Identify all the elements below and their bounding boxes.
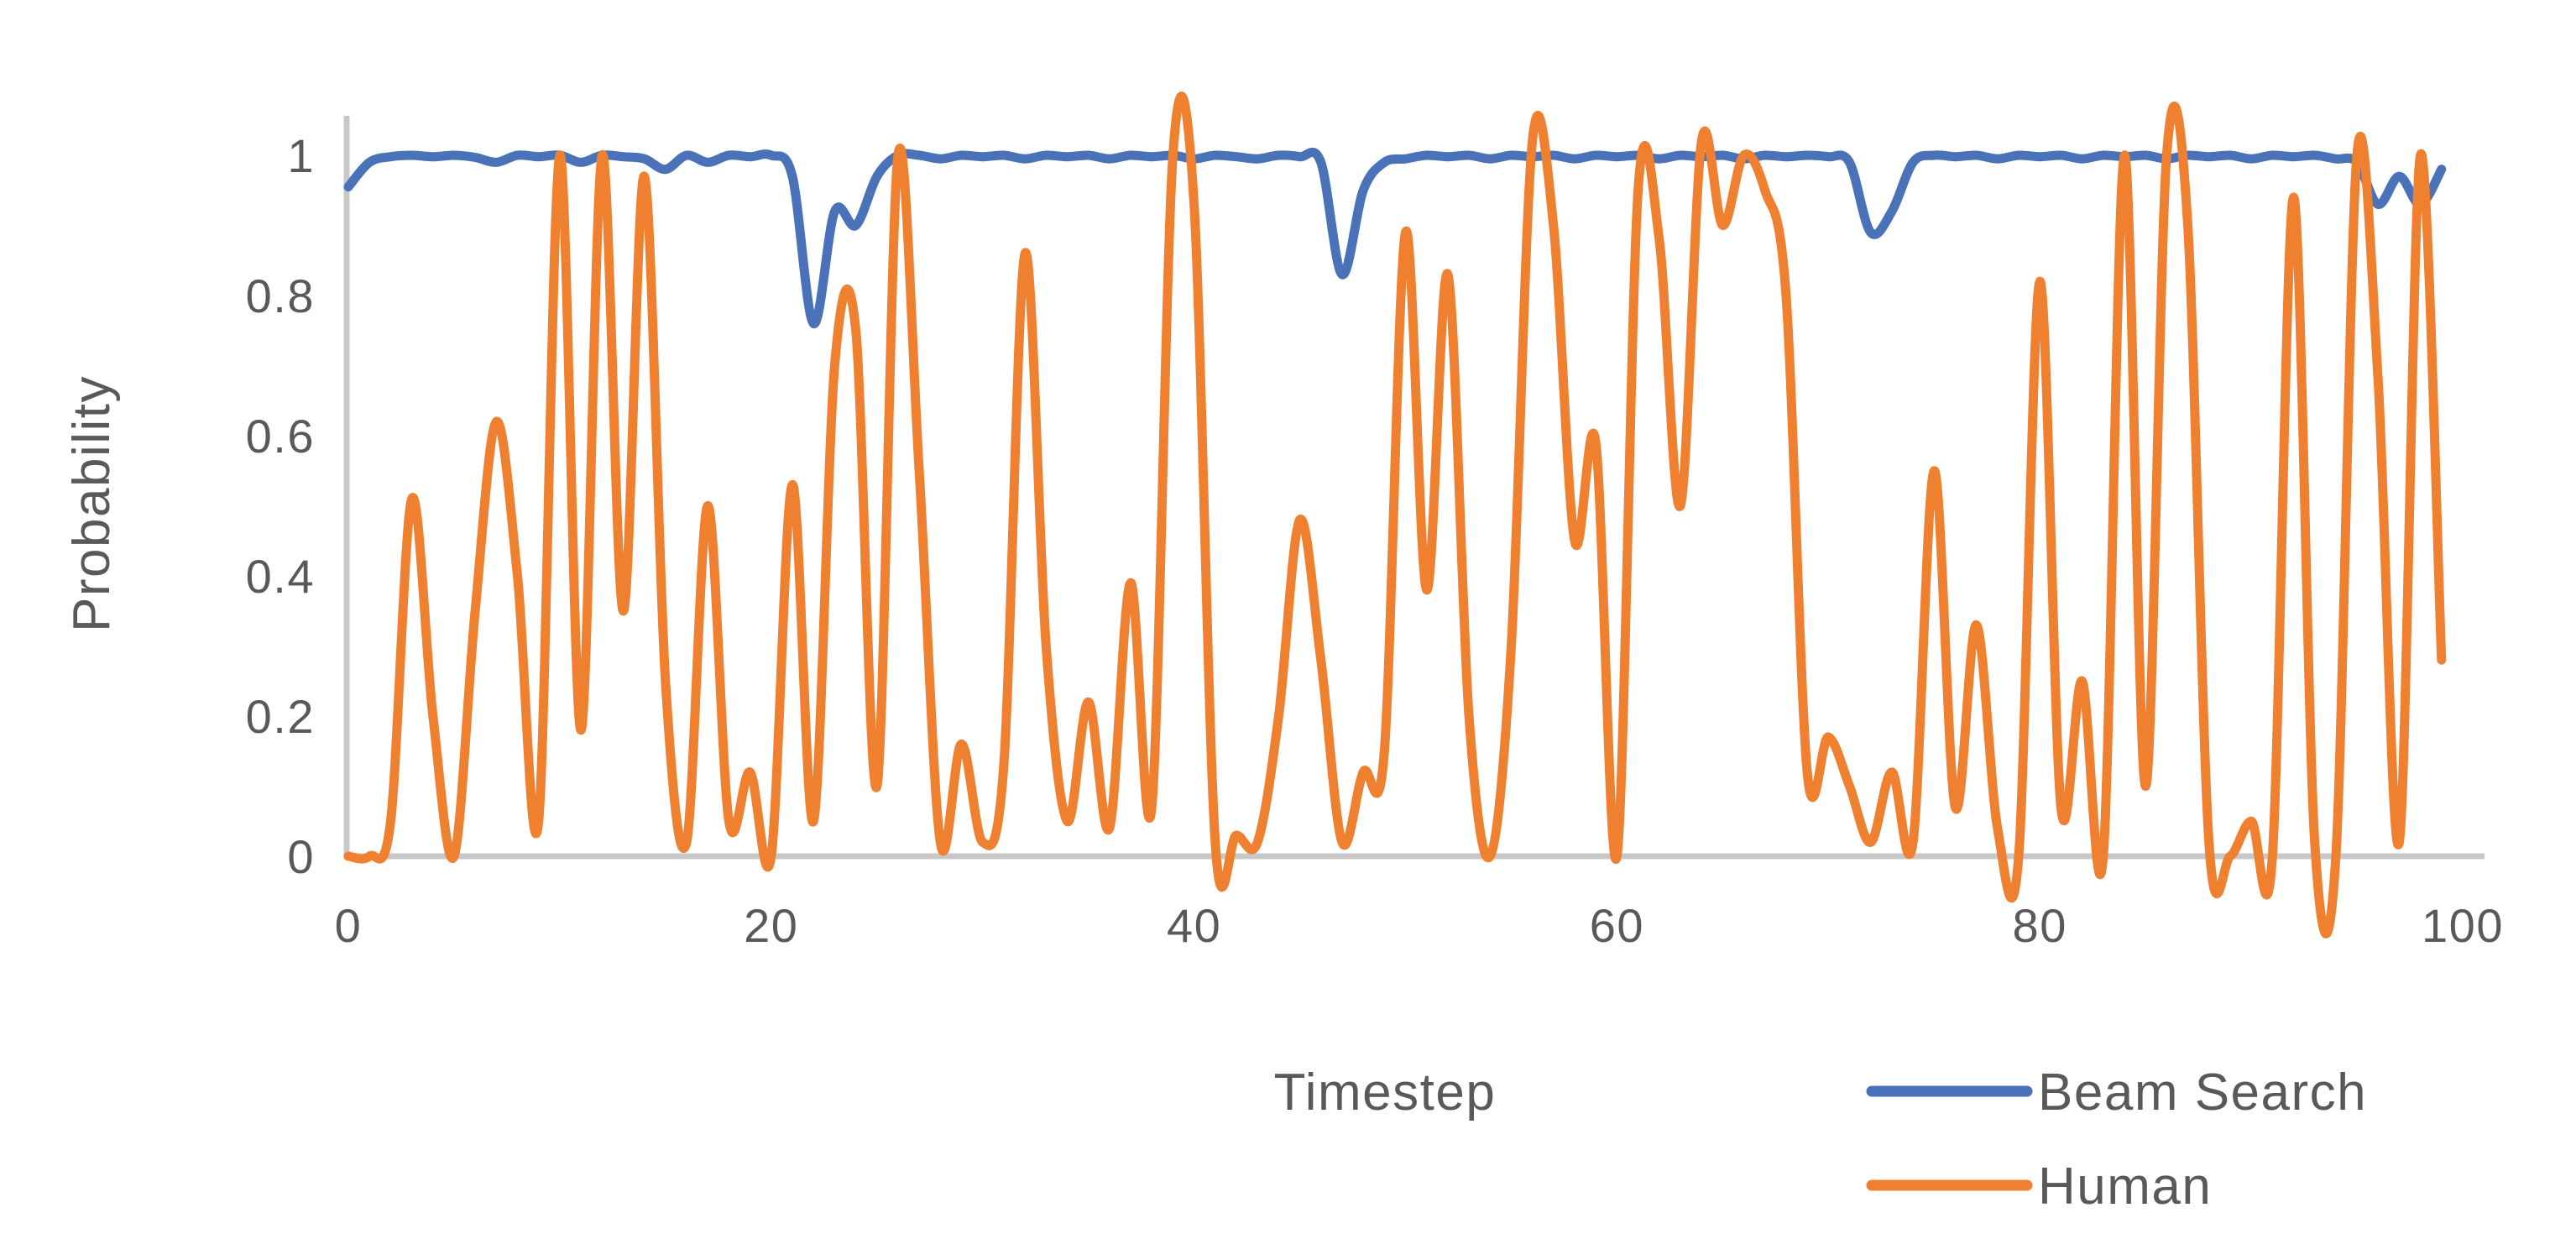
- x-tick-label: 40: [1167, 899, 1221, 952]
- y-tick-label: 0.8: [246, 269, 315, 322]
- legend-label-human: Human: [2038, 1158, 2212, 1216]
- y-tick-label: 0: [287, 830, 315, 883]
- series-path-beam-search: [343, 147, 2447, 328]
- x-tick-label: 80: [2013, 899, 2067, 952]
- x-tick-label: 100: [2422, 899, 2504, 952]
- x-tick-label: 0: [335, 899, 363, 952]
- series-path-human: [343, 91, 2447, 938]
- x-axis-title: Timestep: [1274, 1064, 1497, 1121]
- y-tick-label: 0.6: [246, 410, 315, 463]
- y-tick-label: 0.4: [246, 550, 315, 603]
- y-axis-title: Probability: [63, 375, 121, 632]
- x-tick-label: 20: [744, 899, 798, 952]
- series-lines: [343, 91, 2447, 938]
- y-tick-label: 0.2: [246, 690, 315, 743]
- legend-label-beam-search: Beam Search: [2038, 1064, 2367, 1121]
- axes: 0 0.2 0.4 0.6 0.8 1 0 20 40 60 80 100: [246, 116, 2504, 952]
- y-tick-label: 1: [287, 129, 315, 182]
- legend: Beam Search Human: [1866, 1064, 2367, 1216]
- x-tick-label: 60: [1590, 899, 1644, 952]
